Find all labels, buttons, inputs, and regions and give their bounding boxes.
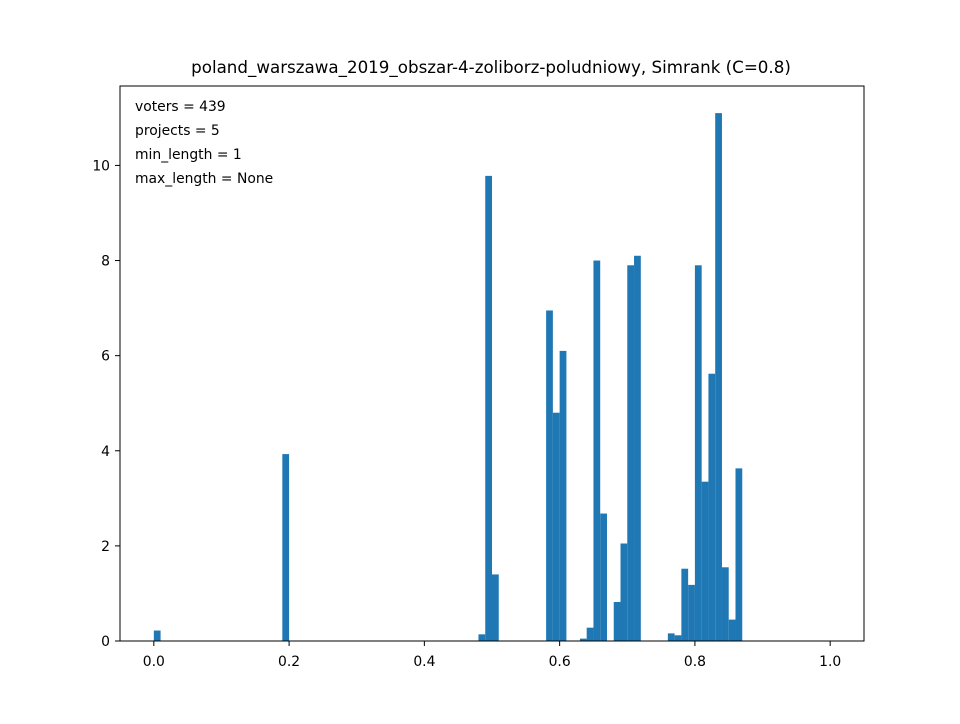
annotation-line: projects = 5: [135, 123, 220, 139]
y-tick-label: 2: [101, 539, 110, 555]
x-tick-label: 0.2: [278, 654, 300, 670]
y-tick-label: 0: [101, 634, 110, 650]
histogram-bar: [681, 568, 689, 641]
y-tick-label: 6: [101, 349, 110, 365]
chart-title: poland_warszawa_2019_obszar-4-zoliborz-p…: [191, 57, 791, 78]
y-axis-ticks: 0 2 4 6 8 10: [92, 158, 120, 650]
histogram-bar: [667, 633, 675, 641]
histogram-bar: [546, 310, 553, 641]
bars-group: [153, 113, 743, 642]
x-tick-label: 0.0: [143, 654, 165, 670]
histogram-bar: [728, 619, 736, 641]
plot-area-frame: [119, 85, 865, 642]
histogram-bar: [715, 113, 722, 642]
histogram-bar: [721, 567, 729, 641]
annotation-line: max_length = None: [135, 171, 273, 187]
histogram-bar: [600, 513, 607, 641]
histogram-bar: [627, 265, 635, 641]
histogram-bar: [688, 584, 695, 641]
histogram-bar: [735, 468, 743, 641]
histogram-bar: [552, 412, 560, 641]
histogram-bar: [559, 350, 567, 641]
histogram-bar: [634, 255, 641, 641]
histogram-bar: [579, 638, 587, 641]
histogram-bar: [586, 627, 594, 641]
histogram-bar: [485, 175, 492, 641]
histogram-bar: [694, 265, 702, 641]
x-tick-label: 1.0: [819, 654, 841, 670]
stats-annotation: voters = 439 projects = 5 min_length = 1 ma…: [135, 99, 273, 187]
y-tick-label: 8: [101, 254, 110, 270]
x-axis-ticks: 0.0 0.2 0.4 0.6 0.8 1.0: [143, 641, 841, 670]
histogram-bar: [613, 602, 621, 641]
annotation-line: min_length = 1: [135, 147, 242, 163]
annotation-line: voters = 439: [135, 99, 226, 115]
histogram-bar: [478, 634, 486, 641]
y-tick-label: 4: [101, 444, 110, 460]
x-tick-label: 0.4: [413, 654, 435, 670]
histogram-bar: [708, 373, 716, 641]
y-tick-label: 10: [92, 158, 110, 174]
histogram-bar: [153, 630, 161, 641]
histogram-bar: [593, 260, 601, 641]
x-tick-label: 0.6: [549, 654, 571, 670]
histogram-bar: [492, 574, 499, 641]
histogram-bar: [282, 454, 290, 641]
x-tick-label: 0.8: [684, 654, 706, 670]
histogram-bar: [701, 481, 709, 641]
histogram-bar: [620, 543, 628, 641]
histogram-bar: [674, 635, 682, 641]
